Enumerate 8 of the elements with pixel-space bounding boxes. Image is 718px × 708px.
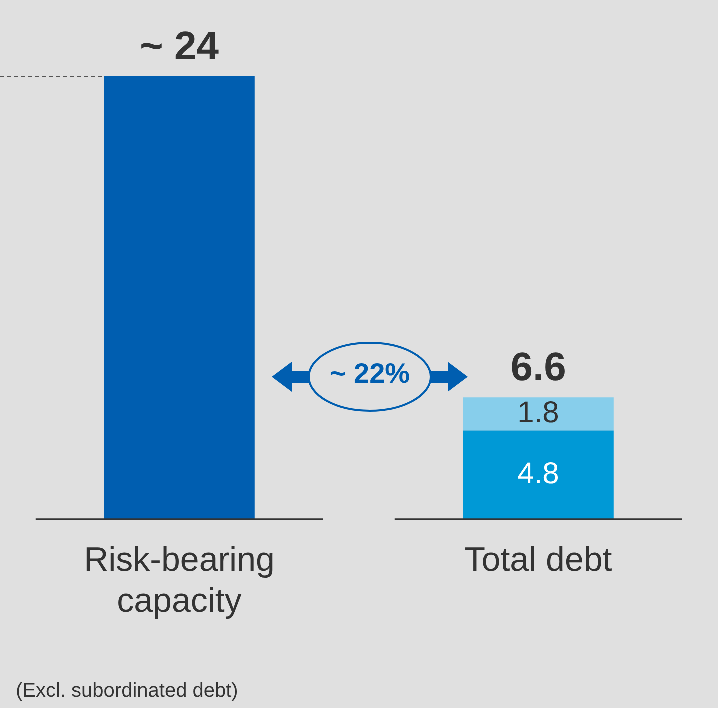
data-label: 1.8	[518, 396, 560, 430]
annotation: ~ 22%	[328, 358, 412, 390]
data-label: 4.8	[518, 457, 560, 490]
x-tick-label: Risk-bearing capacity	[84, 541, 275, 620]
text: (Excl. subordinated debt)	[16, 680, 238, 703]
x-tick-label: Total debt	[464, 541, 613, 580]
total-label: 6.6	[510, 346, 566, 390]
total-label: ~ 24	[140, 24, 220, 68]
